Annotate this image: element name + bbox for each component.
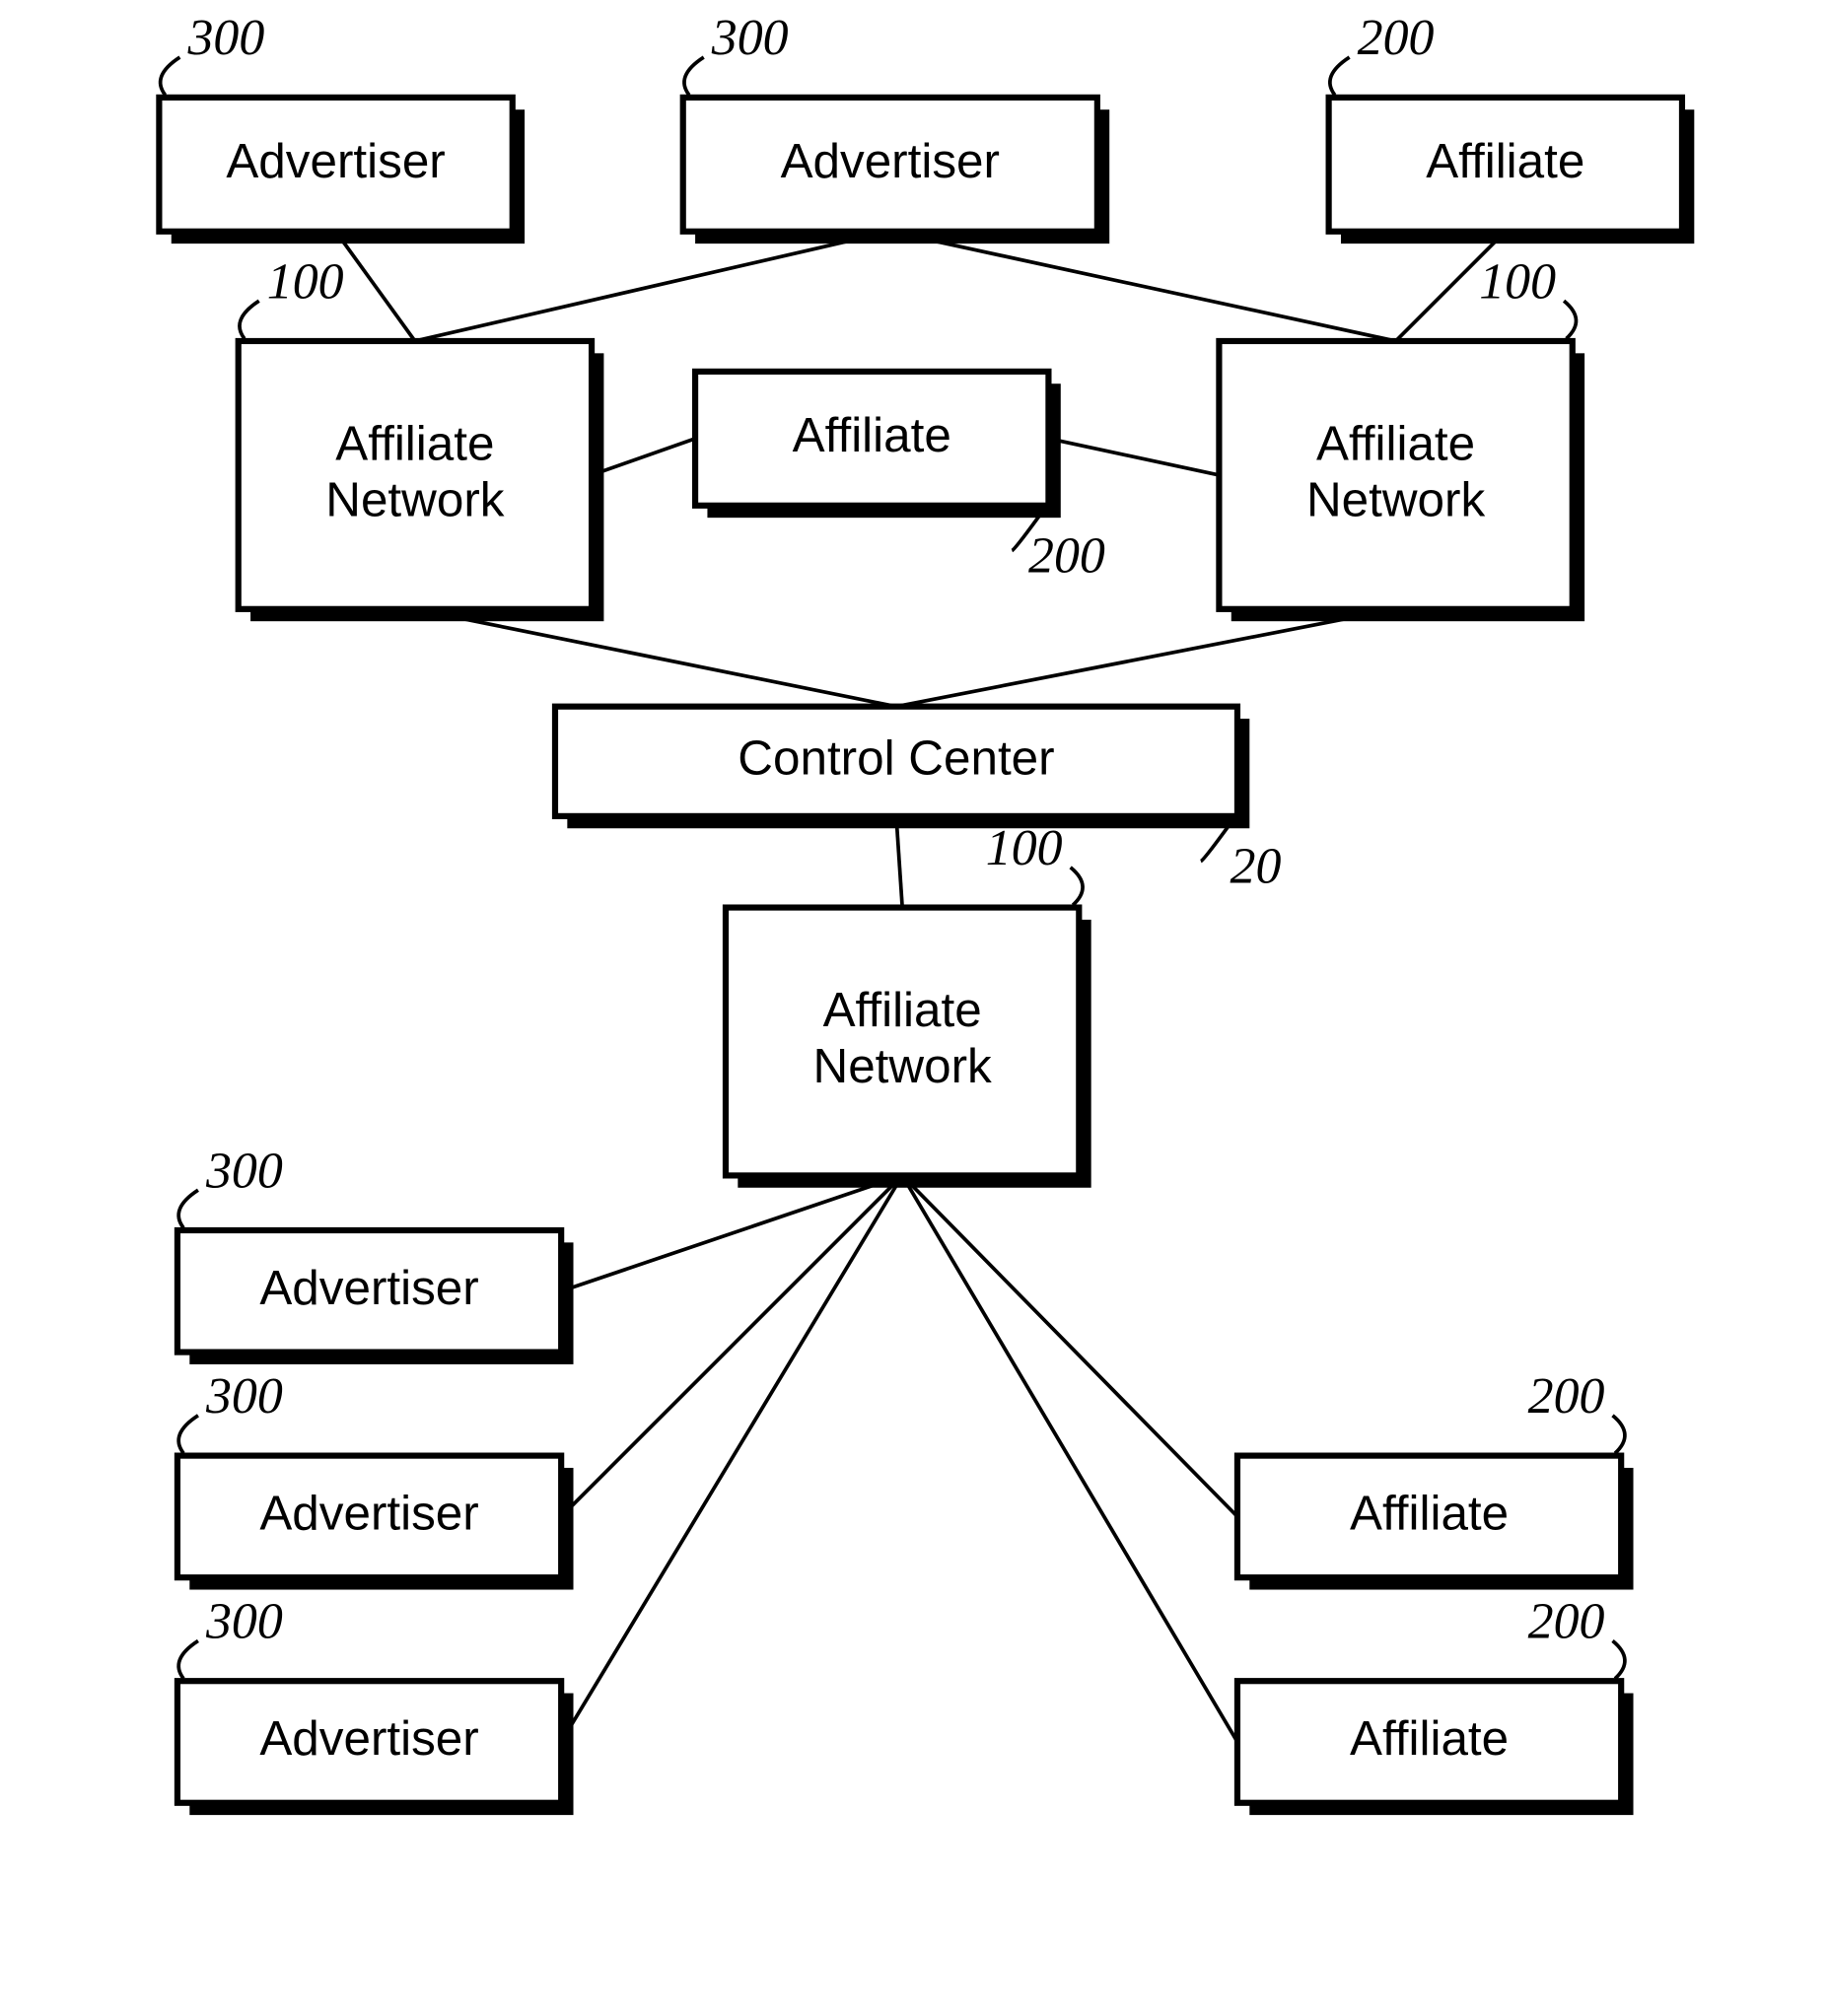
edge-net3-aff4: [902, 1175, 1237, 1742]
leader-aff3: [1613, 1416, 1625, 1453]
boxes-layer: [159, 98, 1682, 1803]
edge-net2-ctrl: [896, 609, 1396, 707]
leader-adv3: [178, 1190, 198, 1227]
leader-net3: [1071, 868, 1083, 905]
refnum-aff2: 200: [1028, 527, 1105, 584]
leader-adv1: [161, 57, 180, 95]
node-label-aff1-0: Affiliate: [1426, 134, 1584, 188]
leader-adv5: [178, 1640, 198, 1678]
leader-adv2: [684, 57, 704, 95]
edge-adv2-net1: [415, 232, 890, 341]
leader-net2: [1564, 301, 1576, 338]
diagram-canvas: AdvertiserAdvertiserAffiliateAffiliateNe…: [0, 0, 1829, 2016]
edge-net3-adv5: [561, 1175, 902, 1742]
node-label-adv4-0: Advertiser: [259, 1486, 478, 1540]
edge-adv1-net1: [336, 232, 415, 341]
node-label-aff3-0: Affiliate: [1350, 1486, 1509, 1540]
node-label-aff2-0: Affiliate: [793, 408, 951, 462]
refnum-net3: 100: [986, 820, 1063, 876]
edge-ctrl-net3: [896, 816, 902, 908]
edge-net3-adv3: [561, 1175, 902, 1290]
node-label-net1-1: Network: [325, 472, 504, 526]
node-label-net2-1: Network: [1306, 472, 1485, 526]
node-label-net3-1: Network: [813, 1039, 992, 1093]
edge-net1-aff2: [592, 439, 695, 475]
leader-net1: [240, 301, 259, 338]
refnum-adv1: 300: [186, 10, 264, 66]
node-label-aff4-0: Affiliate: [1350, 1711, 1509, 1766]
leader-aff4: [1613, 1640, 1625, 1678]
refnum-adv5: 300: [205, 1593, 283, 1649]
edge-adv2-net2: [890, 232, 1396, 341]
node-label-adv2-0: Advertiser: [781, 134, 1000, 188]
refnum-aff1: 200: [1358, 10, 1435, 66]
leader-adv4: [178, 1416, 198, 1453]
refnum-aff4: 200: [1528, 1593, 1605, 1649]
edge-net2-aff2: [1048, 439, 1219, 475]
edge-net3-adv4: [561, 1175, 902, 1516]
node-label-net2-0: Affiliate: [1316, 417, 1475, 471]
node-label-net1-0: Affiliate: [335, 417, 494, 471]
refs-layer: 300 300 200 100 200 100 20 100 300 300 300 200 200: [161, 10, 1625, 1679]
refnum-adv3: 300: [205, 1143, 283, 1199]
refnum-aff3: 200: [1528, 1368, 1605, 1425]
refnum-net1: 100: [267, 253, 344, 310]
leader-aff1: [1330, 57, 1350, 95]
edge-net3-aff3: [902, 1175, 1237, 1516]
refnum-net2: 100: [1479, 253, 1556, 310]
node-label-net3-0: Affiliate: [823, 983, 982, 1037]
refnum-adv2: 300: [711, 10, 789, 66]
edge-net1-ctrl: [415, 609, 896, 707]
node-label-adv1-0: Advertiser: [226, 134, 445, 188]
refnum-ctrl: 20: [1231, 838, 1282, 894]
node-label-adv3-0: Advertiser: [259, 1261, 478, 1315]
node-label-adv5-0: Advertiser: [259, 1711, 478, 1766]
node-label-ctrl-0: Control Center: [738, 730, 1054, 785]
refnum-adv4: 300: [205, 1368, 283, 1425]
